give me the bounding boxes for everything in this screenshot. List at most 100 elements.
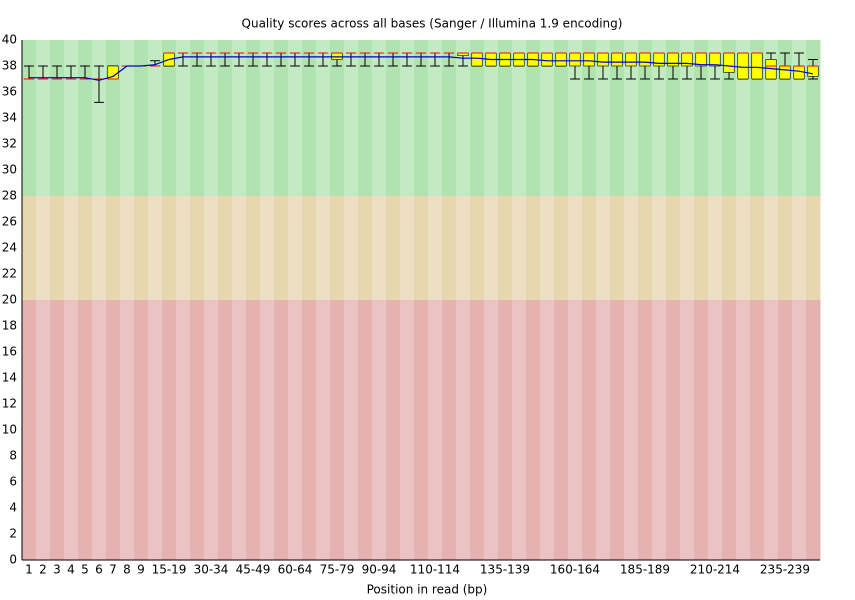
zone-stripe bbox=[498, 300, 513, 560]
whisker-low bbox=[570, 66, 580, 80]
zone-stripe bbox=[22, 40, 37, 196]
zone-stripe bbox=[540, 300, 555, 560]
x-tick-label: 7 bbox=[109, 563, 117, 577]
zone-stripe bbox=[666, 196, 681, 300]
zone-stripe bbox=[344, 196, 359, 300]
y-tick-label: 40 bbox=[2, 33, 17, 47]
zone-stripe bbox=[50, 40, 65, 196]
zone-stripe bbox=[568, 196, 583, 300]
zone-stripe bbox=[470, 40, 485, 196]
zone-stripe bbox=[386, 300, 401, 560]
zone-stripe bbox=[526, 40, 541, 196]
box bbox=[737, 52, 749, 80]
y-tick-label: 12 bbox=[2, 397, 17, 411]
zone-stripe bbox=[526, 196, 541, 300]
zone-stripe bbox=[78, 40, 93, 196]
box bbox=[597, 52, 609, 67]
x-tick-label: 235-239 bbox=[760, 563, 810, 577]
zone-stripe bbox=[624, 196, 639, 300]
zone-stripe bbox=[274, 196, 289, 300]
zone-stripe bbox=[232, 40, 247, 196]
zone-stripe bbox=[386, 40, 401, 196]
zone-stripe bbox=[260, 300, 275, 560]
zone-stripe bbox=[22, 196, 37, 300]
y-tick-label: 6 bbox=[9, 475, 17, 489]
x-tick-label: 15-19 bbox=[152, 563, 187, 577]
zone-stripe bbox=[526, 300, 541, 560]
box bbox=[639, 52, 651, 67]
x-tick-label: 4 bbox=[67, 563, 75, 577]
zone-stripe bbox=[358, 300, 373, 560]
y-tick-label: 28 bbox=[2, 189, 17, 203]
zone-stripe bbox=[778, 196, 793, 300]
zone-stripe bbox=[106, 196, 121, 300]
zone-stripe bbox=[708, 196, 723, 300]
zone-stripe bbox=[92, 196, 107, 300]
zone-stripe bbox=[232, 196, 247, 300]
whisker-low bbox=[192, 53, 202, 67]
zone-stripe bbox=[50, 196, 65, 300]
zone-stripe bbox=[680, 300, 695, 560]
zone-stripe bbox=[36, 300, 51, 560]
whisker-low bbox=[682, 66, 692, 80]
zone-stripe bbox=[750, 196, 765, 300]
whisker-low bbox=[276, 53, 286, 67]
zone-stripe bbox=[638, 196, 653, 300]
zone-stripe bbox=[218, 40, 233, 196]
whisker-low bbox=[206, 53, 216, 67]
y-tick-label: 22 bbox=[2, 267, 17, 281]
x-tick-label: 30-34 bbox=[194, 563, 229, 577]
zone-stripe bbox=[456, 300, 471, 560]
whisker-high bbox=[808, 59, 818, 66]
zone-stripe bbox=[120, 196, 135, 300]
whisker-low bbox=[724, 72, 734, 80]
zone-stripe bbox=[148, 40, 163, 196]
whisker-low bbox=[94, 79, 104, 103]
whisker-low bbox=[808, 76, 818, 80]
whisker-high bbox=[24, 65, 34, 79]
whisker-low bbox=[668, 66, 678, 80]
zone-stripe bbox=[190, 300, 205, 560]
zone-stripe bbox=[92, 300, 107, 560]
zone-stripe bbox=[232, 300, 247, 560]
y-tick-label: 20 bbox=[2, 293, 17, 307]
zone-stripe bbox=[610, 196, 625, 300]
zone-stripe bbox=[316, 40, 331, 196]
y-tick-label: 10 bbox=[2, 423, 17, 437]
box bbox=[653, 52, 665, 67]
zone-stripe bbox=[652, 196, 667, 300]
x-tick-label: 210-214 bbox=[690, 563, 740, 577]
zone-stripe bbox=[666, 300, 681, 560]
y-tick-label: 34 bbox=[2, 111, 17, 125]
x-tick-label: 160-164 bbox=[550, 563, 600, 577]
x-tick-label: 45-49 bbox=[236, 563, 271, 577]
box bbox=[779, 65, 791, 80]
whisker-low bbox=[290, 53, 300, 67]
box bbox=[569, 52, 581, 67]
zone-stripe bbox=[162, 40, 177, 196]
y-tick-label: 26 bbox=[2, 215, 17, 229]
zone-stripe bbox=[148, 300, 163, 560]
whisker-high bbox=[94, 65, 104, 79]
zone-stripe bbox=[204, 300, 219, 560]
zone-stripe bbox=[554, 196, 569, 300]
zone-stripe bbox=[400, 196, 415, 300]
zone-stripe bbox=[316, 300, 331, 560]
whisker-low bbox=[178, 53, 188, 67]
box bbox=[709, 52, 721, 67]
x-tick-label: 9 bbox=[137, 563, 145, 577]
zone-stripe bbox=[260, 40, 275, 196]
zone-stripe bbox=[274, 40, 289, 196]
zone-stripe bbox=[386, 196, 401, 300]
whisker-high bbox=[66, 65, 76, 79]
zone-stripe bbox=[792, 300, 807, 560]
zone-stripe bbox=[764, 300, 779, 560]
zone-stripe bbox=[36, 196, 51, 300]
zone-stripe bbox=[246, 300, 261, 560]
zone-stripe bbox=[456, 40, 471, 196]
zone-stripe bbox=[106, 40, 121, 196]
whisker-low bbox=[640, 66, 650, 80]
chart-title: Quality scores across all bases (Sanger … bbox=[242, 17, 623, 31]
zone-stripe bbox=[36, 40, 51, 196]
whisker-low bbox=[262, 53, 272, 67]
